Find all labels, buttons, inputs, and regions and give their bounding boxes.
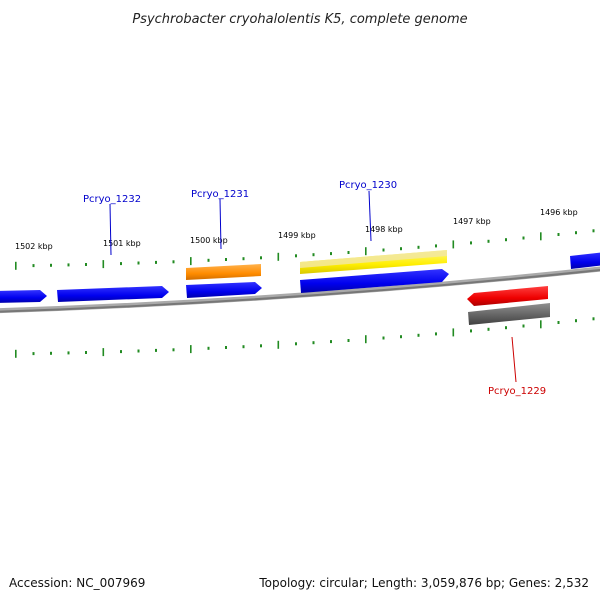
feature-gray-pcryo-1229[interactable]	[468, 303, 550, 325]
scale-bottom-minor-tick	[347, 339, 350, 342]
scale-top-minor-tick	[67, 263, 70, 267]
gene-arrow-forward-right[interactable]	[570, 252, 600, 269]
scale-labels: 1502 kbp 1501 kbp 1500 kbp 1499 kbp 1498…	[15, 208, 578, 251]
scale-bottom-minor-tick	[67, 351, 70, 355]
scale-top-minor-tick	[85, 263, 87, 266]
scale-label-1502: 1502 kbp	[15, 242, 53, 251]
scale-bottom-minor-tick	[85, 351, 87, 354]
scale-top-minor-tick	[505, 238, 507, 242]
map-title: Psychrobacter cryohalolentis K5, complet…	[132, 12, 467, 27]
scale-top-minor-tick	[260, 256, 262, 260]
scale-bottom-minor-tick	[400, 335, 402, 339]
scale-label-1499: 1499 kbp	[278, 231, 316, 240]
scale-top-minor-tick	[400, 247, 402, 251]
forward-strand-features	[186, 250, 447, 280]
scale-bottom-minor-tick	[435, 332, 437, 336]
scale-top-minor-tick	[435, 244, 437, 248]
scale-top-minor-tick	[32, 264, 35, 268]
scale-label-1497: 1497 kbp	[453, 217, 491, 226]
gene-arrow-pcryo-1230[interactable]	[300, 269, 449, 293]
scale-top-minor-tick	[137, 261, 140, 265]
gene-label-pcryo-1230[interactable]: Pcryo_1230	[339, 180, 397, 191]
scale-top-minor-tick	[50, 263, 52, 267]
scale-bottom-minor-tick	[242, 345, 245, 349]
scale-top-major-tick	[365, 247, 367, 256]
genome-summary: Topology: circular; Length: 3,059,876 bp…	[258, 576, 589, 590]
scale-label-1501: 1501 kbp	[103, 239, 141, 248]
forward-strand-genes	[0, 252, 600, 303]
scale-bottom-minor-tick	[312, 341, 315, 345]
scale-top-minor-tick	[575, 231, 577, 235]
genome-backbone	[0, 266, 600, 314]
scale-bottom-major-tick	[277, 340, 280, 349]
scale-bottom-major-tick	[540, 320, 542, 329]
gene-arrow-pcryo-1232[interactable]	[57, 286, 169, 302]
scale-bottom-minor-tick	[470, 329, 472, 333]
scale-top-minor-tick	[347, 251, 350, 254]
scale-top-minor-tick	[487, 239, 490, 243]
scale-bottom-minor-tick	[225, 346, 227, 349]
scale-top-minor-tick	[592, 229, 595, 233]
scale-top-minor-tick	[557, 233, 560, 236]
gene-arrow-pcryo-1229[interactable]	[467, 286, 548, 306]
scale-top-minor-tick	[330, 252, 332, 256]
gene-arrow-pcryo-1231[interactable]	[186, 282, 262, 298]
scale-top-minor-tick	[172, 260, 175, 264]
scale-bottom-minor-tick	[505, 326, 507, 330]
scale-top-minor-tick	[470, 241, 472, 245]
scale-bottom-major-tick	[365, 335, 367, 344]
scale-top-minor-tick	[155, 260, 157, 264]
scale-bottom-minor-tick	[172, 348, 175, 352]
scale-bottom-minor-tick	[330, 340, 332, 344]
scale-bottom-minor-tick	[522, 324, 525, 328]
scale-bottom-minor-tick	[50, 351, 52, 355]
feature-orange-pcryo-1231[interactable]	[186, 264, 261, 280]
scale-bottom-minor-tick	[207, 346, 210, 350]
scale-top-major-tick	[190, 257, 192, 266]
scale-label-1496: 1496 kbp	[540, 208, 578, 217]
scale-top-minor-tick	[312, 253, 315, 257]
scale-top-minor-tick	[295, 254, 297, 258]
scale-top-major-tick	[277, 252, 280, 261]
gene-label-pcryo-1232[interactable]: Pcryo_1232	[83, 194, 141, 205]
scale-label-1498: 1498 kbp	[365, 225, 403, 234]
scale-top-major-tick	[452, 240, 455, 249]
gene-annotations: Pcryo_1232 Pcryo_1231 Pcryo_1230 Pcryo_1…	[83, 180, 546, 397]
scale-top-minor-tick	[225, 258, 227, 261]
scale-bottom-minor-tick	[382, 336, 385, 340]
scale-top-minor-tick	[120, 262, 122, 266]
scale-bottom-major-tick	[15, 349, 17, 358]
gene-arrow-forward[interactable]	[0, 290, 47, 303]
scale-bottom-major-tick	[102, 348, 105, 357]
scale-top-minor-tick	[522, 236, 525, 240]
scale-bottom-major-tick	[190, 345, 192, 354]
scale-top-major-tick	[540, 232, 542, 241]
scale-bottom-minor-tick	[417, 333, 420, 337]
scale-bottom-minor-tick	[575, 319, 577, 323]
scale-label-1500: 1500 kbp	[190, 236, 228, 245]
gene-label-pcryo-1231[interactable]: Pcryo_1231	[191, 189, 249, 200]
scale-top-major-tick	[102, 260, 105, 269]
scale-bottom-minor-tick	[137, 349, 140, 353]
accession-label: Accession: NC_007969	[9, 576, 145, 590]
scale-bottom-minor-tick	[120, 350, 122, 354]
scale-top-minor-tick	[207, 258, 210, 262]
scale-top-minor-tick	[242, 257, 245, 261]
scale-ticks-top	[15, 229, 595, 270]
scale-bottom-minor-tick	[260, 344, 262, 348]
scale-bottom-minor-tick	[155, 348, 157, 352]
scale-bottom-major-tick	[452, 328, 455, 337]
scale-bottom-minor-tick	[592, 317, 595, 321]
gene-label-pcryo-1229[interactable]: Pcryo_1229	[488, 386, 546, 397]
scale-bottom-minor-tick	[487, 327, 490, 331]
scale-ticks-bottom	[15, 317, 595, 358]
reverse-strand-features	[467, 286, 550, 325]
scale-top-major-tick	[15, 261, 17, 270]
scale-top-minor-tick	[417, 245, 420, 249]
scale-bottom-minor-tick	[557, 321, 560, 324]
scale-bottom-minor-tick	[295, 342, 297, 346]
scale-bottom-minor-tick	[32, 352, 35, 356]
scale-top-minor-tick	[382, 248, 385, 252]
